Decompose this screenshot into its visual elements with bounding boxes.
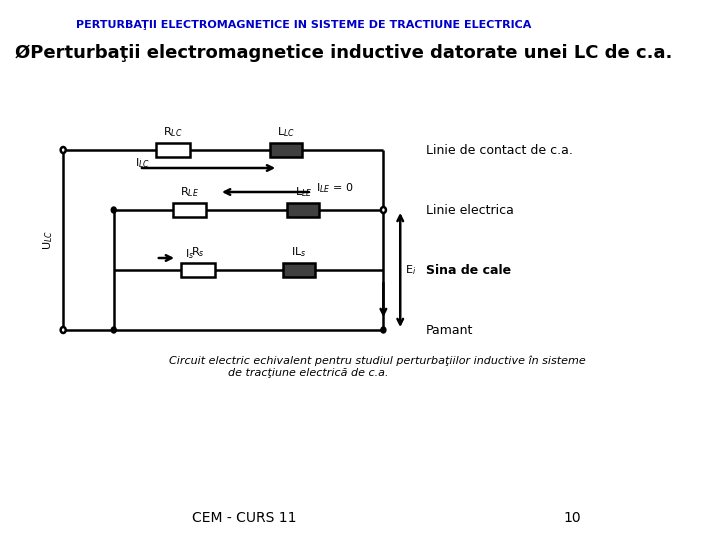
Circle shape xyxy=(381,207,386,213)
Text: de tracţiune electrică de c.a.: de tracţiune electrică de c.a. xyxy=(228,368,388,378)
Text: I$_{s}$: I$_{s}$ xyxy=(185,247,194,261)
Bar xyxy=(173,203,207,217)
Circle shape xyxy=(381,327,386,333)
Circle shape xyxy=(111,327,116,333)
Text: Linie de contact de c.a.: Linie de contact de c.a. xyxy=(426,144,572,157)
Bar xyxy=(181,263,215,277)
Text: 10: 10 xyxy=(564,511,581,525)
Text: E$_{i}$: E$_{i}$ xyxy=(405,263,417,277)
Text: L$_{LE}$: L$_{LE}$ xyxy=(294,185,312,199)
Text: L$_{LC}$: L$_{LC}$ xyxy=(277,125,295,139)
Text: I$_{LC}$: I$_{LC}$ xyxy=(135,156,150,170)
Text: Sina de cale: Sina de cale xyxy=(426,264,510,276)
Circle shape xyxy=(60,327,66,333)
Text: ØPerturbaţii electromagnetice inductive datorate unei LC de c.a.: ØPerturbaţii electromagnetice inductive … xyxy=(15,44,672,62)
Text: R$_{LC}$: R$_{LC}$ xyxy=(163,125,182,139)
Text: CEM - CURS 11: CEM - CURS 11 xyxy=(192,511,297,525)
Text: PERTURBAŢII ELECTROMAGNETICE IN SISTEME DE TRACTIUNE ELECTRICA: PERTURBAŢII ELECTROMAGNETICE IN SISTEME … xyxy=(76,20,531,30)
Text: Pamant: Pamant xyxy=(426,323,473,336)
Bar xyxy=(287,203,320,217)
Text: Circuit electric echivalent pentru studiul perturbaţiilor inductive în sisteme: Circuit electric echivalent pentru studi… xyxy=(168,355,585,366)
Bar xyxy=(271,143,302,157)
Text: I$_{LE}$ = 0: I$_{LE}$ = 0 xyxy=(316,181,354,195)
Text: IL$_{s}$: IL$_{s}$ xyxy=(292,245,307,259)
Bar xyxy=(283,263,315,277)
Bar xyxy=(156,143,189,157)
Text: U$_{LC}$: U$_{LC}$ xyxy=(41,230,55,250)
Text: R$_{LE}$: R$_{LE}$ xyxy=(180,185,199,199)
Text: Linie electrica: Linie electrica xyxy=(426,204,513,217)
Circle shape xyxy=(60,147,66,153)
Circle shape xyxy=(111,207,116,213)
Text: R$_{s}$: R$_{s}$ xyxy=(191,245,205,259)
